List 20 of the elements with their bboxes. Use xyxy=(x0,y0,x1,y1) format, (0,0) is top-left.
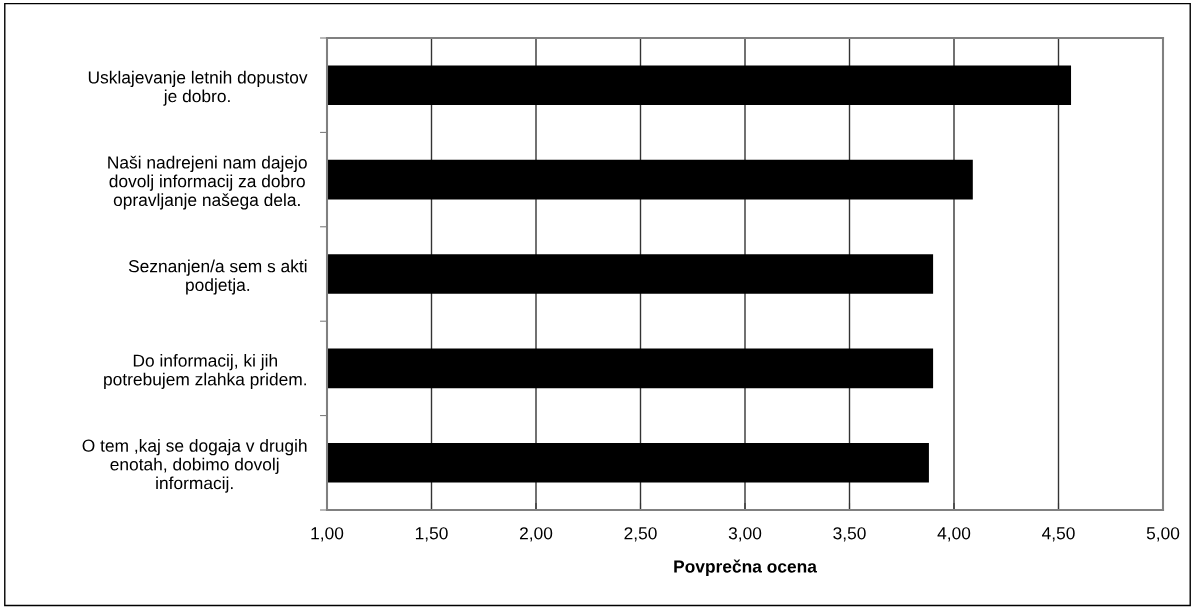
x-tick-label: 2,50 xyxy=(624,527,657,542)
x-tick-label: 1,00 xyxy=(311,527,344,542)
bar xyxy=(327,442,929,483)
y-tick-label: Seznanjen/a sem s akti podjetja. xyxy=(128,259,307,295)
x-tick-label: 4,50 xyxy=(1042,527,1075,542)
bar xyxy=(327,254,934,294)
x-tick-label: 3,00 xyxy=(728,527,762,542)
y-tick-label: Do informacij, ki jih potrebujem zlahka pridem. xyxy=(104,354,306,389)
x-tick-label: 4,00 xyxy=(937,527,971,542)
y-tick-label: O tem ,kaj se dogaja v drugih enotah, dobimo dovolj informacij. xyxy=(82,439,307,493)
x-tick-label: 2,00 xyxy=(519,527,553,542)
x-axis-title: Povprečna ocena xyxy=(674,559,817,577)
y-tick-label: Naši nadrejeni nam dajejo dovolj informacij za dobro opravljanje našega dela. xyxy=(108,155,307,210)
bar xyxy=(327,159,973,200)
y-tick-label: Usklajevanje letnih dopustov je dobro. xyxy=(88,70,308,106)
x-tick-label: 3,50 xyxy=(833,527,866,542)
x-tick-label: 1,50 xyxy=(415,527,448,542)
bar xyxy=(327,65,1072,106)
x-tick-label: 5,00 xyxy=(1146,527,1180,542)
bar xyxy=(327,348,934,389)
